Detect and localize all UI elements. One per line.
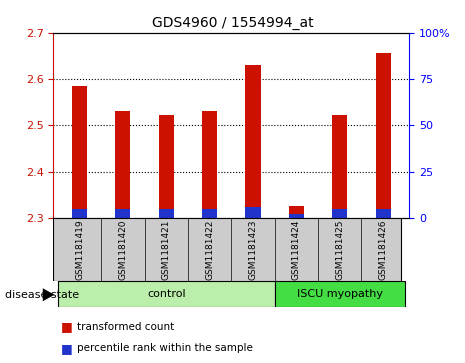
Bar xyxy=(332,115,347,218)
Bar xyxy=(376,208,391,218)
Text: ■: ■ xyxy=(60,342,72,355)
Text: GSM1181425: GSM1181425 xyxy=(335,219,344,280)
Bar xyxy=(115,208,131,218)
Text: GSM1181419: GSM1181419 xyxy=(75,219,84,280)
Text: transformed count: transformed count xyxy=(77,322,174,332)
Text: ■: ■ xyxy=(60,320,72,333)
Text: disease state: disease state xyxy=(5,290,79,300)
Text: GDS4960 / 1554994_at: GDS4960 / 1554994_at xyxy=(152,16,313,30)
Text: GSM1181423: GSM1181423 xyxy=(248,219,258,280)
Bar xyxy=(289,214,304,218)
Bar xyxy=(332,208,347,218)
Text: ISCU myopathy: ISCU myopathy xyxy=(297,289,383,299)
Text: GSM1181421: GSM1181421 xyxy=(162,219,171,280)
Bar xyxy=(376,53,391,218)
Bar xyxy=(275,281,405,307)
Text: control: control xyxy=(147,289,186,299)
Bar xyxy=(159,115,174,218)
Bar xyxy=(202,111,217,218)
Text: percentile rank within the sample: percentile rank within the sample xyxy=(77,343,252,354)
Text: GSM1181420: GSM1181420 xyxy=(119,219,127,280)
Text: GSM1181422: GSM1181422 xyxy=(205,219,214,280)
Text: GSM1181426: GSM1181426 xyxy=(379,219,388,280)
Bar xyxy=(58,281,275,307)
Bar xyxy=(72,208,87,218)
Bar xyxy=(115,111,131,218)
Bar xyxy=(72,86,87,218)
Text: GSM1181424: GSM1181424 xyxy=(292,219,301,280)
Polygon shape xyxy=(43,288,54,301)
Bar xyxy=(202,208,217,218)
Bar xyxy=(246,207,260,218)
Bar xyxy=(159,208,174,218)
Bar xyxy=(246,65,260,218)
Bar xyxy=(289,206,304,218)
